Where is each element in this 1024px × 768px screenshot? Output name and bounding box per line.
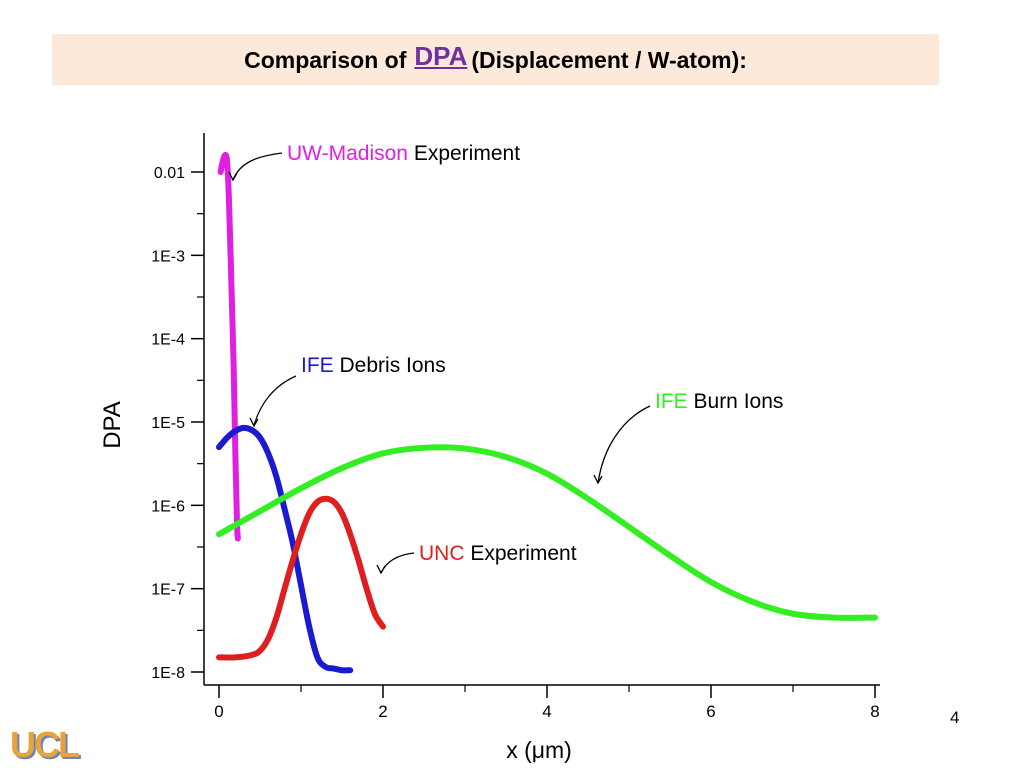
series-ife-burn-line: [216, 444, 878, 621]
x-tick-label: 6: [706, 702, 715, 721]
annotation-debris-part: IFE: [301, 354, 334, 377]
y-tick-label: 1E-8: [151, 665, 185, 682]
slide-title: Comparison of DPA (Displacement / W-atom):: [244, 41, 747, 75]
x-tick-label: 0: [214, 702, 223, 721]
x-tick-label: 2: [378, 702, 387, 721]
annotation-debris: IFE Debris Ions: [301, 354, 446, 377]
annotation-debris-arrow: [253, 375, 297, 427]
y-tick-label: 1E-5: [151, 415, 185, 432]
annotation-debris-part: Debris Ions: [334, 354, 446, 377]
x-tick-label: 8: [870, 702, 879, 721]
annotation-unc-arrow: [380, 552, 415, 574]
y-tick-label: 1E-6: [151, 498, 185, 515]
series-ife-debris-line: [216, 424, 354, 674]
series-unc-line: [216, 495, 386, 661]
y-tick-label: 0.01: [154, 165, 185, 182]
title-highlight: DPA: [414, 41, 468, 71]
annotation-uw-arrowhead: [228, 171, 238, 182]
annotation-unc-part: UNC: [419, 542, 465, 565]
annotation-burn: IFE Burn Ions: [655, 390, 783, 413]
x-axis-label: x (μm): [506, 737, 572, 763]
title-bar: Comparison of DPA (Displacement / W-atom):: [52, 34, 939, 85]
annotation-uw: UW-Madison Experiment: [287, 142, 520, 165]
ucl-logo: UCL: [10, 724, 80, 765]
y-tick-label: 1E-4: [151, 332, 185, 349]
annotation-burn-arrow: [597, 405, 651, 484]
annotation-uw-part: UW-Madison: [287, 142, 408, 165]
annotation-burn-arrowhead: [593, 474, 603, 485]
page-number: 4: [950, 708, 960, 727]
series-uw-madison-line: [217, 151, 241, 542]
annotation-debris-arrowhead: [249, 417, 259, 428]
y-axis-label: DPA: [99, 401, 126, 449]
annotation-burn-part: IFE: [655, 390, 688, 413]
y-tick-label: 1E-7: [151, 582, 185, 599]
annotation-unc: UNC Experiment: [419, 542, 577, 565]
annotation-uw-arrow: [232, 152, 283, 181]
annotation-uw-part: Experiment: [408, 142, 520, 165]
annotation-unc-part: Experiment: [465, 542, 577, 565]
annotation-unc-arrowhead: [376, 564, 386, 575]
x-tick-label: 4: [542, 702, 551, 721]
title-prefix: Comparison of: [244, 47, 407, 73]
y-tick-label: 1E-3: [151, 248, 185, 265]
annotation-burn-part: Burn Ions: [688, 390, 784, 413]
title-suffix: (Displacement / W-atom):: [471, 47, 747, 73]
